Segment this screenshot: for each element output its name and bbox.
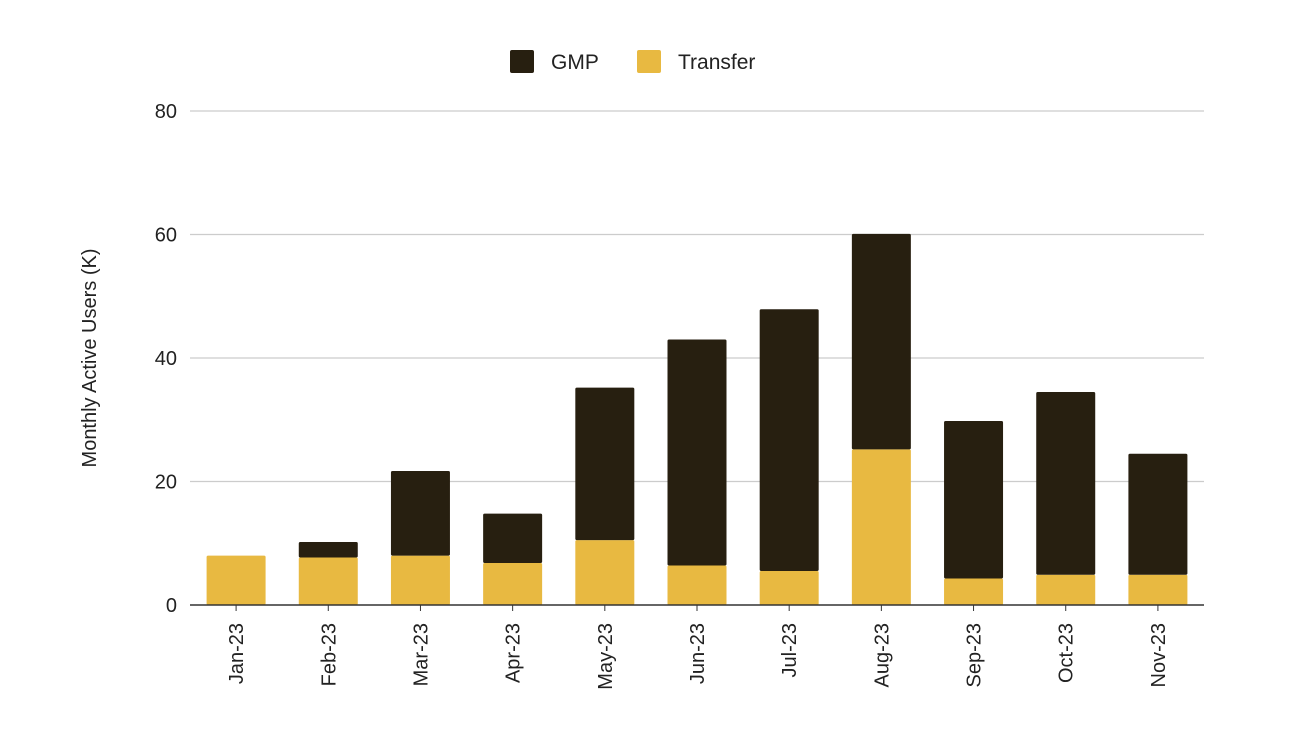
bar-gmp-aug-23 [851, 233, 911, 450]
y-tick-label: 0 [166, 595, 177, 617]
bar-gmp-may-23 [575, 387, 635, 541]
x-tick-label: Jun-23 [687, 623, 709, 684]
legend: GMP Transfer [510, 50, 755, 74]
bar-transfer-jul-23 [759, 571, 819, 605]
bar-transfer-aug-23 [851, 449, 911, 605]
bar-gmp-oct-23 [1036, 391, 1096, 575]
bar-transfer-apr-23 [483, 563, 543, 605]
bar-gmp-jun-23 [667, 339, 727, 566]
x-tick-label: Aug-23 [871, 623, 893, 688]
bar-transfer-jun-23 [667, 565, 727, 605]
bar-transfer-feb-23 [298, 557, 358, 605]
bar-gmp-jul-23 [759, 309, 819, 572]
y-axis-ticks: 0 20 40 60 80 [155, 101, 177, 617]
y-tick-label: 40 [155, 348, 177, 370]
x-tick-label: Sep-23 [964, 623, 986, 688]
y-tick-label: 60 [155, 225, 177, 247]
bar-transfer-sep-23 [944, 578, 1004, 605]
y-tick-label: 20 [155, 472, 177, 494]
bars [206, 233, 1188, 605]
y-axis-title: Monthly Active Users (K) [79, 249, 101, 468]
x-tick-label: Jul-23 [779, 623, 801, 677]
x-axis-ticks: Jan-23 Feb-23 Mar-23 Apr-23 May-23 Jun-23 Jul-… [226, 605, 1170, 690]
bar-transfer-oct-23 [1036, 574, 1096, 605]
x-tick-label: Mar-23 [410, 623, 432, 686]
bar-gmp-apr-23 [483, 513, 543, 564]
x-tick-label: Nov-23 [1148, 623, 1170, 687]
bar-transfer-mar-23 [390, 555, 450, 605]
bar-gmp-mar-23 [390, 471, 450, 556]
legend-swatch-transfer [637, 50, 661, 73]
y-tick-label: 80 [155, 101, 177, 123]
x-tick-label: May-23 [595, 623, 617, 690]
legend-label-transfer: Transfer [678, 51, 755, 74]
bar-gmp-nov-23 [1128, 453, 1188, 575]
x-tick-label: Feb-23 [318, 623, 340, 686]
x-tick-label: Apr-23 [503, 623, 525, 683]
bar-transfer-may-23 [575, 540, 635, 605]
bar-transfer-nov-23 [1128, 574, 1188, 605]
legend-label-gmp: GMP [551, 51, 599, 74]
bar-gmp-feb-23 [298, 542, 358, 558]
x-tick-label: Oct-23 [1056, 623, 1078, 683]
x-tick-label: Jan-23 [226, 623, 248, 684]
bar-gmp-sep-23 [944, 420, 1004, 579]
legend-swatch-gmp [510, 50, 534, 73]
bar-transfer-jan-23 [206, 555, 266, 605]
